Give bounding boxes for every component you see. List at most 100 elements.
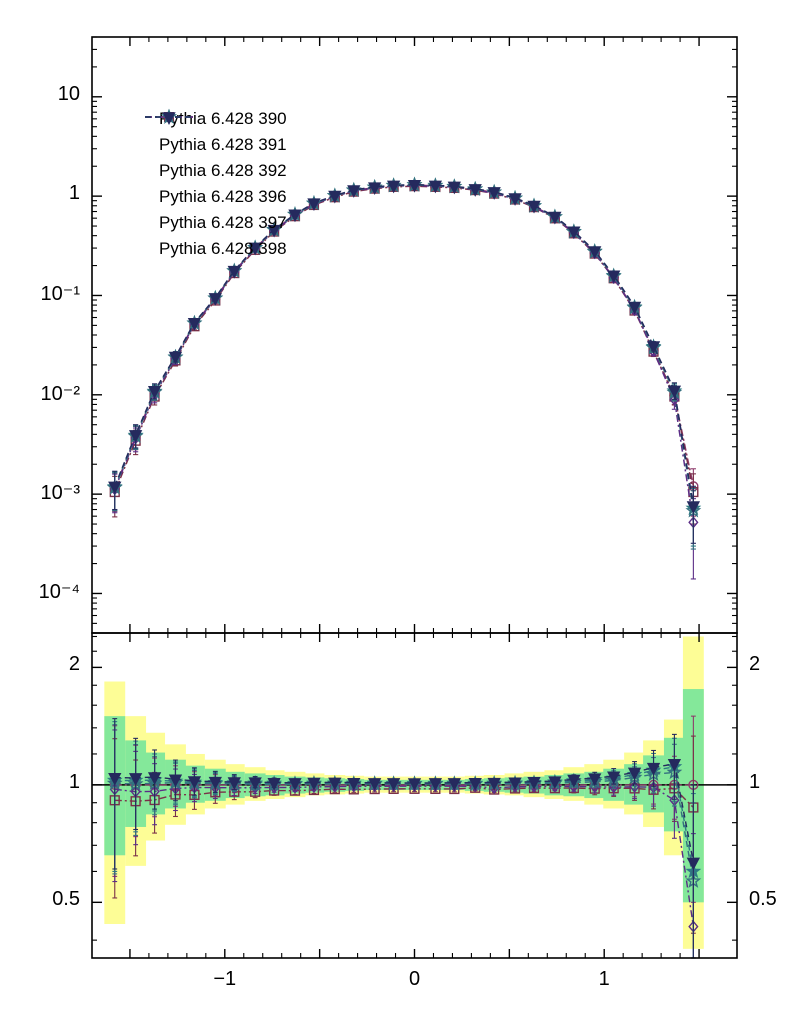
series-pythia-6.428-398 bbox=[108, 179, 701, 544]
marker-filled-triangle-down bbox=[328, 777, 342, 791]
main-y-tick-label: 1 bbox=[68, 182, 80, 205]
ratio-panel-series bbox=[106, 715, 702, 959]
marker-filled-triangle-down bbox=[267, 777, 281, 791]
marker-filled-triangle-down bbox=[187, 776, 202, 790]
marker-filled-triangle-down bbox=[428, 778, 443, 791]
main-y-tick-label: 10 bbox=[57, 82, 80, 105]
marker-filled-triangle-down bbox=[447, 778, 461, 791]
marker-filled-triangle-down bbox=[248, 777, 262, 791]
marker-filled-triangle-down bbox=[548, 211, 562, 225]
legend-label: Pythia 6.428 398 bbox=[159, 239, 287, 258]
legend-entry[interactable]: Pythia 6.428 391 bbox=[145, 111, 287, 158]
ratio-y-tick-label-left: 2 bbox=[68, 653, 80, 676]
marker-filled-triangle-down bbox=[307, 198, 321, 212]
marker-filled-triangle-down bbox=[288, 778, 302, 791]
marker-filled-triangle-down bbox=[468, 778, 482, 791]
marker-filled-triangle-down bbox=[307, 777, 321, 791]
ratio-y-tick-label-right: 2 bbox=[749, 653, 761, 676]
main-y-tick-label: 10⁻¹ bbox=[40, 283, 80, 306]
marker-filled-triangle-down bbox=[667, 759, 682, 772]
ratio-series-pythia-6.428-398 bbox=[108, 718, 701, 959]
legend: Pythia 6.428 390 Pythia 6.428 391 Pythia 6… bbox=[145, 106, 287, 262]
marker-filled-triangle-down bbox=[527, 776, 541, 790]
marker-filled-triangle-down bbox=[347, 777, 361, 791]
band-clip-top bbox=[0, 0, 786, 633]
marker-filled-triangle-down bbox=[508, 777, 522, 791]
marker-filled-triangle-down bbox=[368, 182, 382, 196]
marker-filled-triangle-down bbox=[347, 185, 361, 198]
main-y-tick-label: 10⁻³ bbox=[40, 482, 80, 505]
band-clip-right bbox=[738, 0, 786, 1024]
marker-filled-triangle-down bbox=[686, 857, 701, 871]
legend-label: Pythia 6.428 397 bbox=[159, 213, 287, 232]
marker-filled-triangle-down bbox=[588, 773, 602, 787]
legend-entry[interactable]: Pythia 6.428 396 bbox=[145, 108, 287, 210]
marker-filled-triangle-down bbox=[567, 774, 581, 788]
ratio-y-tick-label-left: 1 bbox=[68, 770, 80, 793]
ratio-y-tick-label-right: 1 bbox=[749, 770, 761, 793]
marker-filled-triangle-down bbox=[168, 774, 183, 788]
marker-filled-triangle-down bbox=[168, 351, 183, 365]
marker-diamond bbox=[669, 393, 680, 406]
marker-filled-triangle-down bbox=[288, 209, 302, 223]
marker-filled-triangle-down bbox=[567, 226, 581, 240]
marker-filled-triangle-down bbox=[686, 501, 701, 514]
marker-filled-triangle-down bbox=[447, 181, 461, 195]
legend-label: Pythia 6.428 391 bbox=[159, 135, 287, 154]
marker-filled-triangle-down bbox=[548, 776, 562, 790]
axis-ticks bbox=[92, 36, 737, 958]
marker-filled-triangle-down bbox=[667, 385, 682, 399]
marker-filled-triangle-down bbox=[147, 772, 162, 785]
legend-label: Pythia 6.428 392 bbox=[159, 161, 287, 180]
band-clip-left bbox=[0, 0, 92, 1024]
marker-filled-triangle-down bbox=[487, 777, 501, 791]
main-panel-series bbox=[106, 176, 702, 580]
marker-filled-triangle-down bbox=[407, 778, 422, 791]
marker-filled-triangle-down bbox=[108, 481, 122, 495]
marker-filled-triangle-down bbox=[527, 200, 541, 214]
marker-filled-triangle-down bbox=[386, 180, 401, 194]
marker-filled-triangle-down bbox=[627, 301, 642, 315]
marker-filled-triangle-down bbox=[627, 767, 642, 781]
legend-entry[interactable]: Pythia 6.428 398 bbox=[145, 112, 287, 262]
marker-filled-triangle-down bbox=[368, 778, 382, 791]
marker-filled-triangle-down bbox=[588, 246, 602, 259]
marker-diamond bbox=[629, 780, 640, 793]
x-tick-label: 1 bbox=[598, 968, 610, 990]
ratio-y-tick-label-right: 0.5 bbox=[749, 888, 777, 911]
band-clip-bottom bbox=[0, 959, 786, 1024]
marker-filled-triangle-down bbox=[607, 270, 621, 284]
marker-filled-triangle-down bbox=[267, 224, 281, 238]
marker-filled-triangle-down bbox=[468, 184, 482, 197]
legend-entry[interactable]: Pythia 6.428 392 bbox=[145, 110, 287, 184]
marker-filled-triangle-down bbox=[248, 242, 262, 256]
marker-filled-triangle-down bbox=[646, 762, 661, 776]
marker-filled-triangle-down bbox=[487, 187, 501, 200]
series-line bbox=[114, 183, 695, 507]
marker-filled-triangle-down bbox=[128, 773, 143, 786]
legend-marker-tridown-icon bbox=[145, 112, 193, 126]
marker-filled-triangle-down bbox=[108, 772, 122, 786]
marker-filled-triangle-down bbox=[147, 385, 162, 399]
legend-label: Pythia 6.428 396 bbox=[159, 187, 287, 206]
main-y-tick-label: 10⁻² bbox=[40, 382, 80, 405]
marker-filled-triangle-down bbox=[128, 430, 143, 443]
marker-filled-triangle-down bbox=[386, 778, 401, 791]
marker-filled-triangle-down bbox=[187, 317, 202, 331]
x-tick-label: 0 bbox=[408, 968, 421, 990]
marker-filled-triangle-down bbox=[428, 180, 443, 194]
marker-filled-triangle-down bbox=[328, 190, 342, 204]
marker-filled-triangle-down bbox=[208, 776, 222, 790]
marker-filled-triangle-down bbox=[607, 771, 621, 785]
marker-filled-triangle-down bbox=[227, 265, 241, 279]
ratio-y-tick-label-left: 0.5 bbox=[52, 888, 80, 911]
legend-label: Pythia 6.428 390 bbox=[159, 109, 287, 128]
legend-entry[interactable]: Pythia 6.428 397 bbox=[145, 108, 287, 236]
marker-filled-triangle-down bbox=[208, 293, 222, 306]
main-y-tick-label: 10⁻⁴ bbox=[38, 581, 80, 604]
marker-filled-triangle-down bbox=[227, 777, 241, 790]
marker-filled-triangle-down bbox=[646, 341, 661, 355]
marker-filled-triangle-down bbox=[407, 179, 422, 193]
marker-filled-triangle-down bbox=[162, 112, 176, 126]
